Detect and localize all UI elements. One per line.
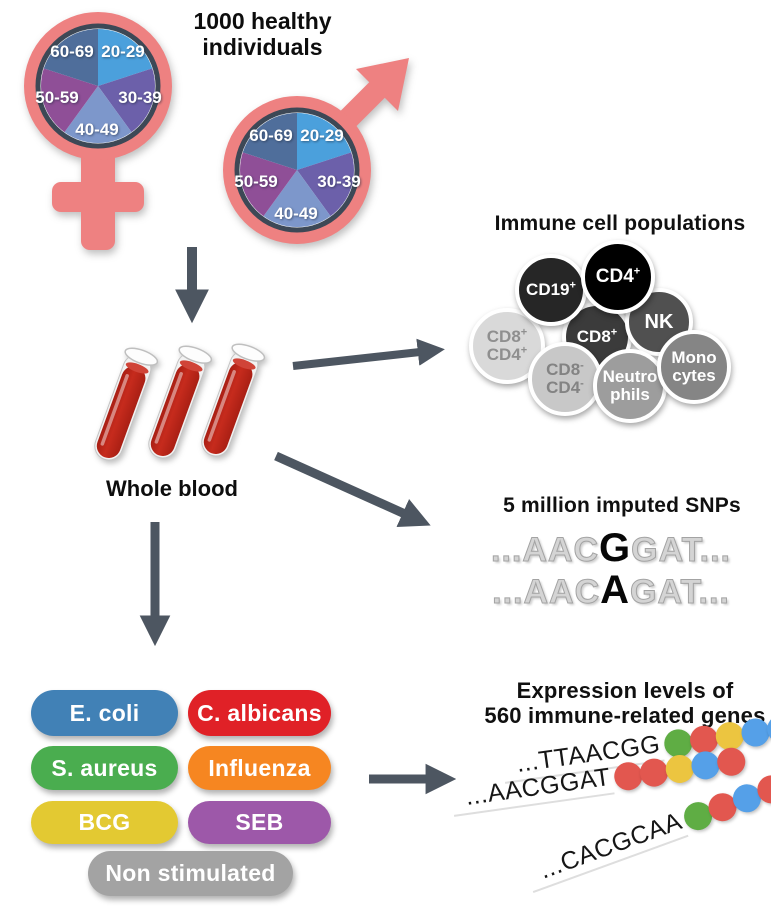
snp-sequence-row: ...AACGGAT... (491, 526, 731, 570)
cell-cd4pos: CD4+ (581, 240, 655, 314)
arrow-blood-to-snps (274, 451, 431, 527)
male-age-pie (240, 113, 354, 227)
expression-title: Expression levels of 560 immune-related … (484, 678, 766, 728)
snps-title: 5 million imputed SNPs (503, 494, 741, 517)
male-pie-label-40-49: 40-49 (274, 204, 318, 223)
blue-expression-dot (689, 749, 722, 782)
female-pie-label-20-29: 20-29 (101, 42, 145, 61)
red-expression-dot (638, 756, 671, 789)
stimulus-saureus: S. aureus (31, 746, 178, 790)
cell-neutrophils: Neutro phils (593, 349, 667, 423)
stimulus-influenza: Influenza (188, 746, 331, 790)
stimulus-bcg: BCG (31, 801, 178, 844)
male-ring (223, 96, 371, 244)
flow-arrows (139, 247, 457, 795)
red-expression-dot (612, 760, 645, 793)
cell-cd8neg-cd4neg: CD8- CD4- (528, 342, 602, 416)
male-pie-label-60-69: 60-69 (249, 126, 293, 145)
blood-tubes (94, 343, 266, 461)
arrow-blood-to-cells (292, 338, 445, 370)
female-age-pie (41, 29, 155, 143)
figure-title: 1000 healthy individuals (193, 8, 332, 61)
immune-cells-title: Immune cell populations (494, 212, 746, 235)
yellow-expression-dot (664, 753, 696, 785)
stimulus-calbicans: C. albicans (188, 690, 331, 736)
female-pie-label-40-49: 40-49 (75, 120, 119, 139)
male-symbol (223, 58, 409, 244)
male-pie-label-20-29: 20-29 (300, 126, 344, 145)
male-pie-label-30-39: 30-39 (317, 172, 361, 191)
cell-cd19pos: CD19+ (515, 254, 587, 326)
whole-blood-label: Whole blood (106, 476, 238, 501)
stimulus-non-stimulated: Non stimulated (88, 851, 293, 896)
female-pie-label-60-69: 60-69 (50, 42, 94, 61)
blue-expression-dot (739, 716, 771, 749)
female-ring (24, 12, 172, 160)
blood-tube (94, 347, 159, 461)
blood-tube (201, 343, 266, 457)
snp-allele: G (599, 526, 632, 570)
female-pie-label-50-59: 50-59 (35, 88, 79, 107)
male-pie-label-50-59: 50-59 (234, 172, 278, 191)
male-arrow-head (356, 58, 409, 111)
female-cross-horizontal (52, 182, 144, 212)
stimulus-seb: SEB (188, 801, 331, 844)
cell-monocytes: Mono cytes (657, 330, 731, 404)
red-expression-dot (715, 745, 748, 778)
stimulus-ecoli: E. coli (31, 690, 178, 736)
snp-allele: A (600, 568, 631, 612)
snp-sequence-row: ...AACAGAT... (492, 568, 730, 612)
female-symbol (24, 12, 172, 250)
female-pie-label-30-39: 30-39 (118, 88, 162, 107)
blood-tube (148, 345, 213, 459)
snp-sequences: ...AACGGAT... ...AACAGAT... (452, 528, 770, 612)
